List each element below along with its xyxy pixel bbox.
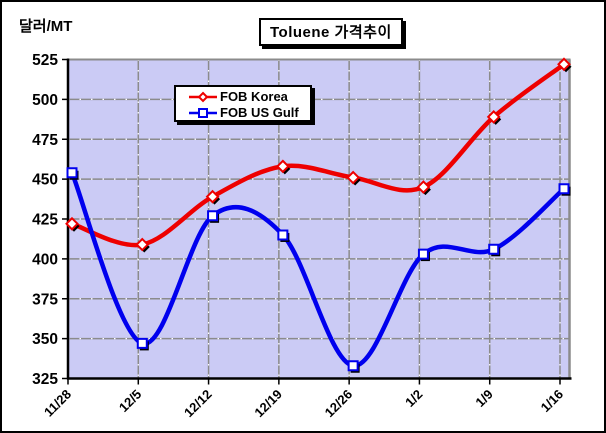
data-point-marker-fob-korea [557,57,571,72]
data-point-marker-fob-us-gulf [347,360,359,372]
data-point-marker-fob-korea [416,180,431,195]
data-point-marker-fob-us-gulf [136,337,148,349]
diamond-marker-icon [197,91,209,103]
x-axis-tick-label: 1/16 [538,387,567,416]
data-point-marker-fob-korea [135,237,150,252]
y-axis-tick-label: 525 [32,52,58,69]
data-point-marker-fob-us-gulf [66,167,78,179]
legend-item-fob-us-gulf: FOB US Gulf [188,105,310,121]
data-point-marker-fob-korea [205,189,220,204]
y-axis-tick-label: 350 [32,331,58,348]
x-axis-tick-label: 12/12 [181,387,215,421]
y-axis-tick-label: 475 [32,132,58,149]
x-axis-tick-label: 1/2 [402,387,425,410]
square-marker-icon [198,108,208,118]
x-axis-tick-label: 12/19 [251,387,285,421]
data-point-marker-fob-us-gulf [277,229,289,241]
data-point-marker-fob-us-gulf [488,243,500,255]
y-axis-tick-label: 425 [32,212,58,229]
data-point-marker-fob-us-gulf [207,210,219,222]
legend-key-fob-us-gulf [189,108,217,118]
y-axis-tick-label: 400 [32,251,58,268]
data-point-marker-fob-korea [65,216,79,231]
x-axis-tick-label: 12/26 [322,387,356,421]
data-point-marker-fob-korea [346,170,361,185]
data-point-marker-fob-korea [486,110,501,124]
data-point-marker-fob-korea [275,159,290,174]
data-point-marker-fob-us-gulf [558,183,570,195]
legend-key-fob-korea [189,91,217,103]
y-axis-tick-label: 325 [32,371,58,388]
x-axis-tick-label: 11/28 [41,387,74,420]
legend-label-fob-us-gulf: FOB US Gulf [220,105,299,120]
legend-label-fob-korea: FOB Korea [220,89,288,104]
chart-title: Toluene 가격추이 [259,18,403,46]
x-axis-tick-label: 1/9 [472,387,495,410]
y-axis-tick-label: 500 [32,92,58,109]
y-axis-tick-label: 375 [32,291,58,308]
y-axis-tick-label: 450 [32,172,58,189]
data-point-marker-fob-us-gulf [417,248,429,260]
legend-item-fob-korea: FOB Korea [188,89,310,105]
legend: FOB Korea FOB US Gulf [174,85,312,122]
y-axis-unit-label: 달러/MT [19,18,73,35]
x-axis-tick-label: 12/5 [116,387,145,416]
